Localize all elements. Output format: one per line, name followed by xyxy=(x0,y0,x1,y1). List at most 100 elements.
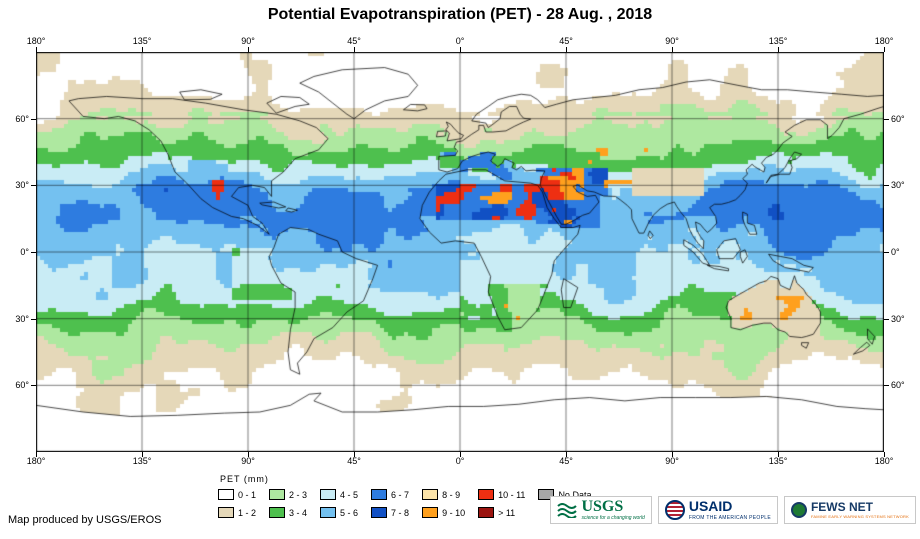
legend-swatch xyxy=(422,489,439,500)
lon-label-top: 90° xyxy=(665,36,679,46)
lat-label-left: 30° xyxy=(15,313,29,324)
lon-tick-bottom xyxy=(248,452,249,457)
legend-item: 2 - 3 xyxy=(269,487,307,502)
legend-item: 10 - 11 xyxy=(478,487,525,502)
legend-item: 6 - 7 xyxy=(371,487,409,502)
usgs-tagline: science for a changing world xyxy=(581,515,645,521)
lon-label-top: 45° xyxy=(347,36,361,46)
logo-row: USGS science for a changing world USAID … xyxy=(550,496,916,524)
lat-tick-left xyxy=(31,118,36,120)
legend-swatch xyxy=(371,507,388,518)
lat-label-left: 60° xyxy=(15,380,29,391)
legend-item: > 11 xyxy=(478,505,525,520)
lon-tick-bottom xyxy=(142,452,143,457)
page-title: Potential Evapotranspiration (PET) - 28 … xyxy=(267,6,653,23)
lon-tick-top xyxy=(672,47,673,52)
fewsnet-logo: FEWS NET FAMINE EARLY WARNING SYSTEMS NE… xyxy=(783,496,916,524)
legend-swatch xyxy=(320,507,337,518)
lat-tick-right xyxy=(884,252,889,253)
lat-tick-right xyxy=(884,118,889,120)
lat-label-right: 60° xyxy=(891,113,905,124)
lon-tick-top xyxy=(248,47,249,52)
lon-label-bottom: 90° xyxy=(665,456,679,466)
usgs-text-block: USGS science for a changing world xyxy=(581,498,645,522)
usaid-seal-icon xyxy=(664,500,685,520)
legend-swatch xyxy=(269,489,286,500)
lon-tick-top xyxy=(884,47,885,52)
lat-tick-right xyxy=(884,385,889,387)
legend-label: 3 - 4 xyxy=(289,507,308,518)
legend-item: 9 - 10 xyxy=(422,505,465,520)
legend-item: 8 - 9 xyxy=(422,487,465,502)
legend-item: No Data xyxy=(538,487,591,502)
legend-label: 4 - 5 xyxy=(340,489,359,500)
lon-label-bottom: 180° xyxy=(874,456,894,466)
legend-swatch xyxy=(422,507,439,518)
lat-label-left: 60° xyxy=(15,113,29,124)
fews-text-block: FEWS NET FAMINE EARLY WARNING SYSTEMS NE… xyxy=(810,499,909,520)
legend-label: 1 - 2 xyxy=(238,507,257,518)
legend-item: 5 - 6 xyxy=(320,505,358,520)
fews-tagline: FAMINE EARLY WARNING SYSTEMS NETWORK xyxy=(810,514,909,520)
legend-swatch xyxy=(218,489,234,500)
lon-tick-top xyxy=(354,47,355,52)
lon-tick-top xyxy=(460,47,461,52)
lat-tick-left xyxy=(31,318,36,320)
lon-label-top: 135° xyxy=(132,36,152,46)
legend: PET (mm) 0 - 1 1 - 2 2 - 3 3 - 4 4 - 5 5 - 6 6… xyxy=(218,474,591,520)
legend-swatch xyxy=(269,507,286,518)
lon-label-bottom: 135° xyxy=(768,456,788,466)
legend-swatch xyxy=(538,489,555,500)
legend-label: 7 - 8 xyxy=(391,507,410,518)
legend-title: PET (mm) xyxy=(220,474,269,484)
lon-label-top: 135° xyxy=(768,36,788,46)
fews-wordmark: FEWS NET xyxy=(810,499,873,514)
lon-tick-bottom xyxy=(884,452,885,457)
usaid-tagline: FROM THE AMERICAN PEOPLE xyxy=(688,514,771,521)
legend-label: 6 - 7 xyxy=(391,489,410,500)
lon-tick-top xyxy=(142,47,143,52)
lat-tick-right xyxy=(884,185,889,187)
lon-tick-bottom xyxy=(566,452,567,457)
lon-label-top: 180° xyxy=(874,36,894,46)
lon-tick-bottom xyxy=(778,452,779,457)
legend-label: > 11 xyxy=(498,507,516,518)
lon-tick-top xyxy=(36,47,37,52)
legend-grid: 0 - 1 1 - 2 2 - 3 3 - 4 4 - 5 5 - 6 6 - 7 7 - 8… xyxy=(218,487,591,520)
lon-tick-bottom xyxy=(672,452,673,457)
legend-label: 0 - 1 xyxy=(238,489,257,500)
lat-tick-left xyxy=(31,252,36,253)
legend-label: No Data xyxy=(558,489,592,500)
lon-label-bottom: 180° xyxy=(26,456,46,466)
lon-label-bottom: 0° xyxy=(455,456,465,466)
legend-swatch xyxy=(320,489,337,500)
legend-item: 4 - 5 xyxy=(320,487,358,502)
legend-swatch xyxy=(218,507,234,518)
usaid-logo: USAID FROM THE AMERICAN PEOPLE xyxy=(657,496,778,524)
lon-label-bottom: 90° xyxy=(241,456,255,466)
legend-label: 8 - 9 xyxy=(442,489,461,500)
lat-tick-left xyxy=(31,385,36,387)
map-area: 180° 180° 135° 135° 90° 90° 45° 45° 0° 0° 45° 45° 90… xyxy=(15,36,904,466)
legend-item: 3 - 4 xyxy=(269,505,307,520)
legend-item: 0 - 1 xyxy=(218,487,256,502)
lon-label-bottom: 45° xyxy=(347,456,361,466)
lon-tick-bottom xyxy=(460,452,461,457)
legend-swatch xyxy=(371,489,388,500)
legend-swatch xyxy=(478,489,495,500)
lon-tick-bottom xyxy=(354,452,355,457)
legend-label: 5 - 6 xyxy=(340,507,359,518)
usgs-wordmark: USGS xyxy=(581,498,624,515)
lat-tick-right xyxy=(884,318,889,320)
usgs-waves-icon xyxy=(557,503,578,518)
lon-tick-top xyxy=(566,47,567,52)
world-pet-raster-map xyxy=(36,52,884,452)
legend-label: 2 - 3 xyxy=(289,489,308,500)
fews-globe-icon xyxy=(790,502,807,518)
lon-label-top: 45° xyxy=(559,36,573,46)
lon-label-top: 90° xyxy=(241,36,255,46)
lon-tick-top xyxy=(778,47,779,52)
legend-item: 1 - 2 xyxy=(218,505,256,520)
credit-text: Map produced by USGS/EROS xyxy=(8,514,162,526)
